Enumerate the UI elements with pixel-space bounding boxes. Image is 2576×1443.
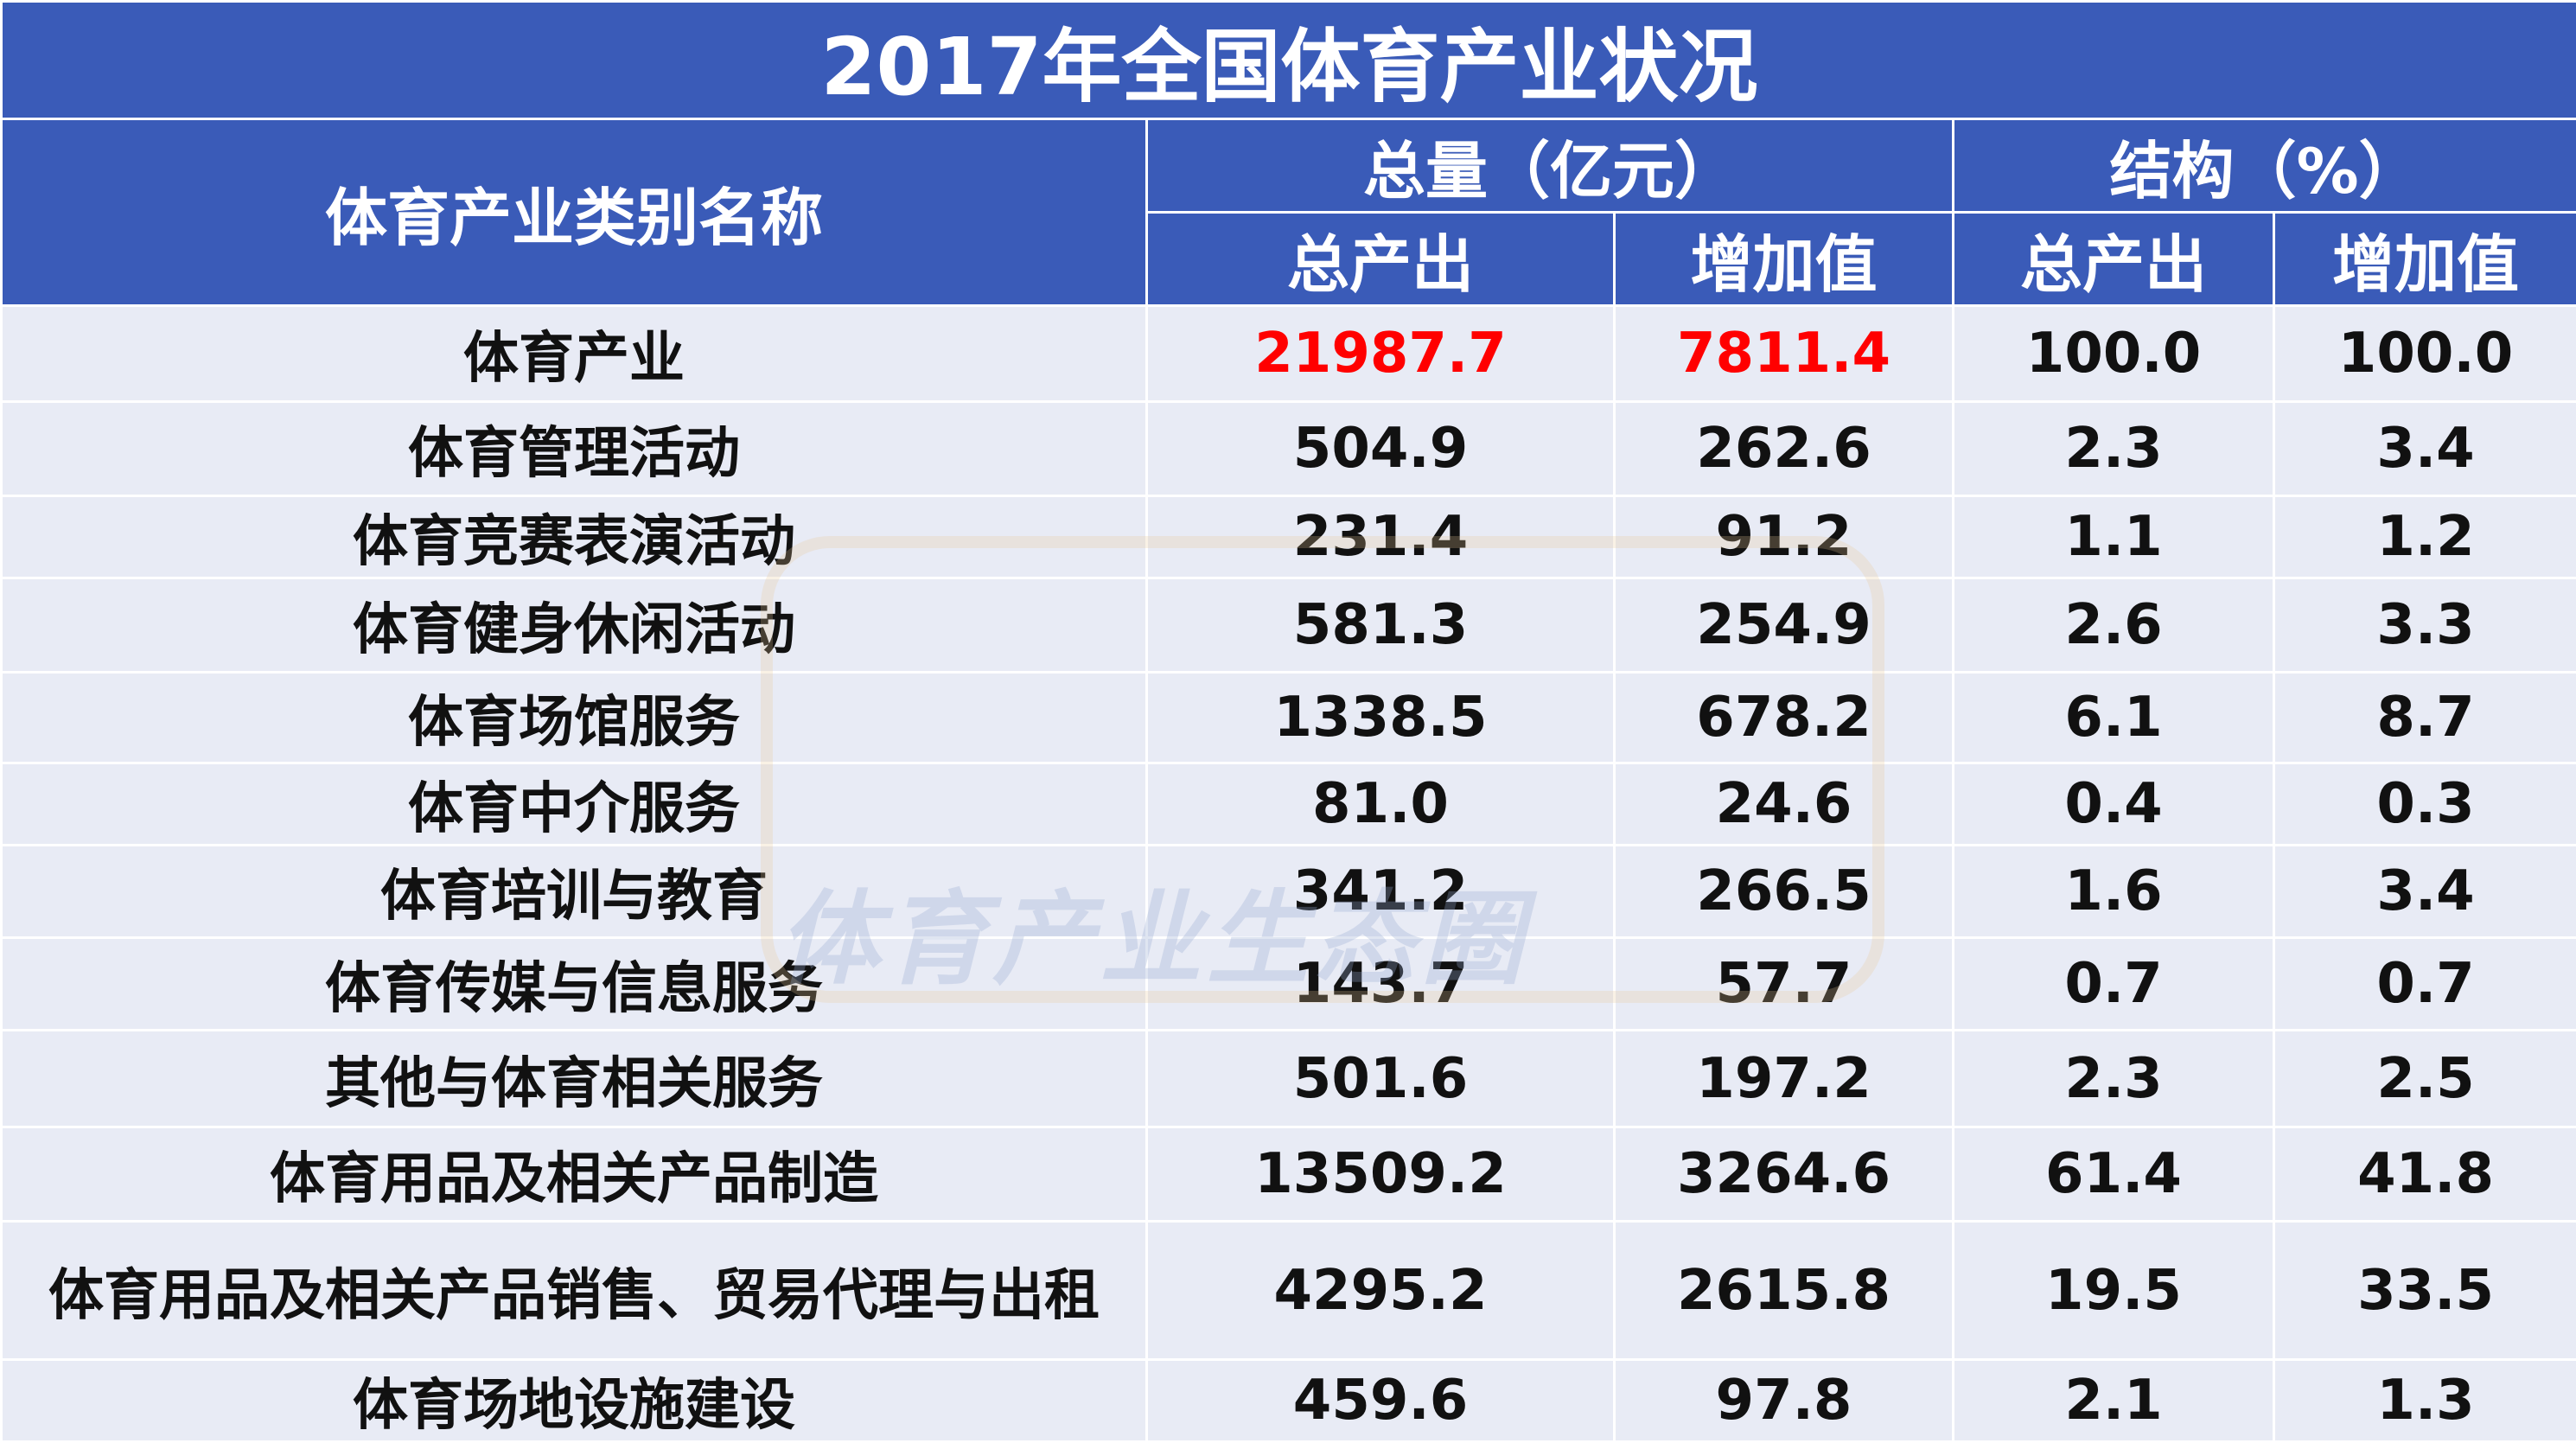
category-cell: 体育竞赛表演活动 — [2, 496, 1147, 578]
category-cell: 体育场地设施建设 — [2, 1360, 1147, 1442]
value-cell: 21987.7 — [1147, 306, 1615, 402]
category-cell: 体育培训与教育 — [2, 846, 1147, 938]
value-cell: 0.7 — [2274, 938, 2576, 1031]
value-cell: 100.0 — [2274, 306, 2576, 402]
category-cell: 体育管理活动 — [2, 402, 1147, 496]
value-cell: 2.3 — [1954, 402, 2274, 496]
value-cell: 100.0 — [1954, 306, 2274, 402]
value-cell: 341.2 — [1147, 846, 1615, 938]
title-row: 2017年全国体育产业状况 — [2, 2, 2576, 119]
value-cell: 0.3 — [2274, 763, 2576, 846]
value-cell: 3.4 — [2274, 402, 2576, 496]
value-cell: 1.2 — [2274, 496, 2576, 578]
value-cell: 1338.5 — [1147, 673, 1615, 763]
value-cell: 266.5 — [1615, 846, 1954, 938]
value-cell: 231.4 — [1147, 496, 1615, 578]
value-cell: 581.3 — [1147, 578, 1615, 673]
value-cell: 678.2 — [1615, 673, 1954, 763]
value-cell: 1.1 — [1954, 496, 2274, 578]
value-cell: 3264.6 — [1615, 1127, 1954, 1222]
value-cell: 504.9 — [1147, 402, 1615, 496]
value-cell: 91.2 — [1615, 496, 1954, 578]
value-cell: 3.4 — [2274, 846, 2576, 938]
value-cell: 81.0 — [1147, 763, 1615, 846]
value-cell: 4295.2 — [1147, 1222, 1615, 1360]
header-group: 总量（亿元） — [1147, 119, 1954, 213]
value-cell: 0.4 — [1954, 763, 2274, 846]
header-cell: 体育产业类别名称 — [2, 119, 1147, 306]
table-title: 2017年全国体育产业状况 — [2, 2, 2576, 119]
value-cell: 2.5 — [2274, 1031, 2576, 1127]
category-cell: 体育用品及相关产品销售、贸易代理与出租 — [2, 1222, 1147, 1360]
value-cell: 57.7 — [1615, 938, 1954, 1031]
value-cell: 0.7 — [1954, 938, 2274, 1031]
value-cell: 459.6 — [1147, 1360, 1615, 1442]
category-cell: 体育健身休闲活动 — [2, 578, 1147, 673]
header-group: 结构（%） — [1954, 119, 2576, 213]
value-cell: 2.6 — [1954, 578, 2274, 673]
value-cell: 2.3 — [1954, 1031, 2274, 1127]
value-cell: 3.3 — [2274, 578, 2576, 673]
value-cell: 143.7 — [1147, 938, 1615, 1031]
header-row: 体育产业类别名称总量（亿元）结构（%） — [2, 119, 2576, 213]
value-cell: 254.9 — [1615, 578, 1954, 673]
subheader-cell: 增加值 — [1615, 213, 1954, 306]
value-cell: 1.6 — [1954, 846, 2274, 938]
value-cell: 33.5 — [2274, 1222, 2576, 1360]
category-cell: 体育传媒与信息服务 — [2, 938, 1147, 1031]
value-cell: 8.7 — [2274, 673, 2576, 763]
value-cell: 2.1 — [1954, 1360, 2274, 1442]
subheader-cell: 总产出 — [1147, 213, 1615, 306]
value-cell: 13509.2 — [1147, 1127, 1615, 1222]
subheader-cell: 增加值 — [2274, 213, 2576, 306]
value-cell: 97.8 — [1615, 1360, 1954, 1442]
value-cell: 501.6 — [1147, 1031, 1615, 1127]
value-cell: 61.4 — [1954, 1127, 2274, 1222]
value-cell: 2615.8 — [1615, 1222, 1954, 1360]
value-cell: 6.1 — [1954, 673, 2274, 763]
page: 2017年全国体育产业状况体育产业类别名称总量（亿元）结构（%）总产出增加值总产… — [0, 0, 2576, 1404]
value-cell: 41.8 — [2274, 1127, 2576, 1222]
category-cell: 体育场馆服务 — [2, 673, 1147, 763]
value-cell: 197.2 — [1615, 1031, 1954, 1127]
category-cell: 体育中介服务 — [2, 763, 1147, 846]
value-cell: 262.6 — [1615, 402, 1954, 496]
value-cell: 19.5 — [1954, 1222, 2274, 1360]
category-cell: 其他与体育相关服务 — [2, 1031, 1147, 1127]
category-cell: 体育产业 — [2, 306, 1147, 402]
value-cell: 24.6 — [1615, 763, 1954, 846]
value-cell: 7811.4 — [1615, 306, 1954, 402]
value-cell: 1.3 — [2274, 1360, 2576, 1442]
category-cell: 体育用品及相关产品制造 — [2, 1127, 1147, 1222]
subheader-cell: 总产出 — [1954, 213, 2274, 306]
